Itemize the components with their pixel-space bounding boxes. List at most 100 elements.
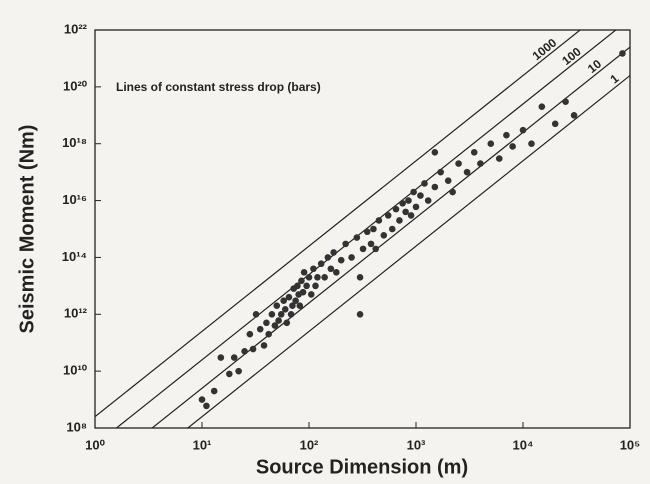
y-tick-label: 10¹⁰ (63, 363, 88, 378)
point (280, 297, 287, 305)
point (256, 325, 264, 333)
point (356, 310, 364, 318)
line-label: 10 (585, 57, 604, 76)
point (294, 282, 301, 290)
point (296, 302, 304, 310)
point (327, 265, 335, 273)
point (317, 260, 325, 268)
point (342, 240, 349, 248)
point (287, 310, 295, 318)
x-tick-label: 10⁰ (85, 437, 105, 452)
point (509, 143, 516, 150)
plot-frame (94, 29, 631, 429)
point (249, 345, 257, 353)
point (298, 277, 305, 285)
point (337, 256, 345, 264)
point (384, 212, 392, 219)
point (570, 111, 578, 119)
point (538, 103, 546, 111)
point (333, 268, 340, 276)
point (407, 212, 415, 219)
y-tick-label: 10⁸ (66, 419, 87, 434)
point (402, 208, 409, 216)
point (210, 387, 218, 395)
point (246, 330, 254, 338)
stress-line (95, 30, 582, 418)
stress-line (151, 46, 630, 428)
y-tick-label: 10²² (64, 21, 88, 36)
point (289, 302, 296, 310)
point (392, 205, 400, 213)
point (375, 217, 383, 224)
point (431, 148, 439, 156)
point (324, 254, 332, 261)
point (444, 177, 452, 185)
y-axis-label: Seismic Moment (Nm) (16, 125, 38, 334)
point (477, 160, 484, 167)
point (562, 98, 569, 106)
point (277, 310, 285, 318)
point (619, 50, 626, 57)
point (470, 148, 478, 156)
point (396, 217, 403, 224)
point (495, 155, 503, 162)
point (372, 245, 379, 253)
point (353, 234, 361, 241)
x-axis-label: Source Dimension (m) (256, 456, 468, 478)
point (412, 203, 420, 211)
point (265, 330, 272, 338)
point (275, 317, 282, 324)
y-tick-label: 10¹⁶ (62, 192, 87, 207)
point (292, 297, 299, 305)
point (437, 168, 444, 176)
stress-line (186, 75, 630, 428)
point (203, 402, 210, 410)
point (230, 354, 238, 361)
stress-line (115, 30, 617, 428)
point (217, 354, 225, 361)
y-tick-label: 10²⁰ (63, 78, 88, 93)
point (226, 370, 233, 378)
stress-lines (95, 30, 630, 428)
point (252, 310, 260, 318)
point (519, 126, 527, 134)
point (431, 183, 439, 191)
point (367, 240, 375, 248)
point (241, 347, 248, 355)
y-tick-label: 10¹² (64, 306, 88, 321)
point (363, 228, 371, 236)
point (421, 180, 428, 187)
point (305, 273, 313, 281)
point (299, 288, 307, 296)
x-tick-label: 10³ (407, 437, 426, 452)
point (410, 188, 417, 196)
point (198, 396, 206, 403)
x-tick-label: 10¹ (193, 437, 212, 452)
point (551, 120, 559, 128)
point (303, 282, 310, 290)
point (300, 268, 308, 276)
point (399, 200, 406, 207)
point (283, 319, 291, 327)
point (503, 131, 510, 139)
point (321, 273, 328, 281)
point (310, 265, 317, 273)
point (285, 293, 293, 301)
point (359, 245, 367, 253)
y-tick-label: 10¹⁸ (62, 135, 87, 150)
scatter-points (198, 50, 626, 410)
point (273, 302, 281, 310)
point (455, 160, 462, 167)
point (263, 319, 270, 327)
point (417, 192, 424, 199)
point (487, 140, 495, 148)
point (307, 291, 315, 298)
point (281, 305, 289, 313)
x-tick-label: 10⁵ (620, 437, 641, 452)
line-label: 100 (559, 44, 584, 68)
point (463, 168, 471, 176)
point (528, 140, 535, 148)
point (424, 197, 432, 204)
point (388, 225, 396, 233)
